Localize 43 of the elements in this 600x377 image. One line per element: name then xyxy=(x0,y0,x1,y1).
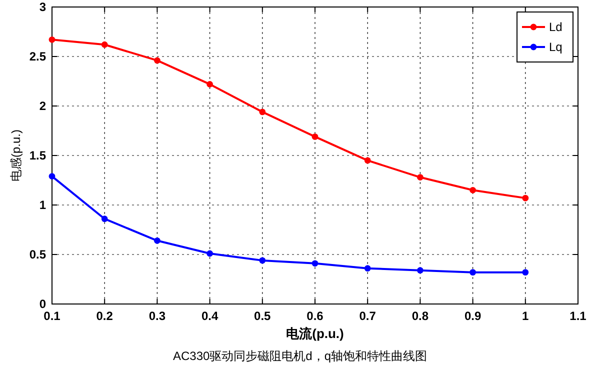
point xyxy=(101,41,108,48)
x-tick-label: 0.2 xyxy=(96,309,114,323)
y-tick-label: 2 xyxy=(39,99,46,113)
point xyxy=(154,237,160,244)
y-tick-label: 2.5 xyxy=(29,50,46,64)
y-tick-label: 1 xyxy=(39,198,46,212)
point xyxy=(417,267,424,274)
x-tick-label: 0.4 xyxy=(201,309,218,323)
y-tick-label: 3 xyxy=(39,0,46,14)
point xyxy=(259,257,266,264)
point xyxy=(312,260,318,267)
point xyxy=(259,108,266,116)
x-tick-label: 0.8 xyxy=(412,309,429,323)
point xyxy=(522,269,529,276)
y-tick-label: 0 xyxy=(39,297,46,311)
y-tick-label: 0.5 xyxy=(29,248,46,262)
x-tick-label: 0.3 xyxy=(148,309,166,323)
legend-label: Lq xyxy=(549,40,562,54)
point xyxy=(470,269,476,276)
point xyxy=(48,173,56,180)
point xyxy=(206,81,213,88)
x-tick-label: 0.1 xyxy=(44,309,61,323)
point xyxy=(101,216,108,222)
y-tick-label: 1.5 xyxy=(29,148,46,162)
x-axis-title: 电流(p.u.) xyxy=(286,326,344,341)
point xyxy=(364,265,371,272)
point xyxy=(470,186,476,194)
point xyxy=(206,250,213,257)
x-tick-label: 1 xyxy=(522,309,530,323)
x-tick-label: 1.1 xyxy=(570,309,587,323)
point xyxy=(48,36,56,43)
point xyxy=(417,174,424,180)
legend-label: Ld xyxy=(549,20,562,34)
x-tick-label: 0.5 xyxy=(254,309,272,323)
point xyxy=(364,157,371,164)
y-axis-title: 电感(p.u.) xyxy=(9,129,23,182)
x-tick-label: 0.6 xyxy=(306,309,324,323)
x-tick-label: 0.7 xyxy=(359,309,376,323)
point xyxy=(154,57,160,64)
text: AC330驱动同步磁阻电机d，q轴饱和特性曲线图 xyxy=(172,349,428,363)
point xyxy=(522,194,529,202)
x-tick-label: 0.9 xyxy=(464,309,482,323)
point xyxy=(312,133,318,140)
